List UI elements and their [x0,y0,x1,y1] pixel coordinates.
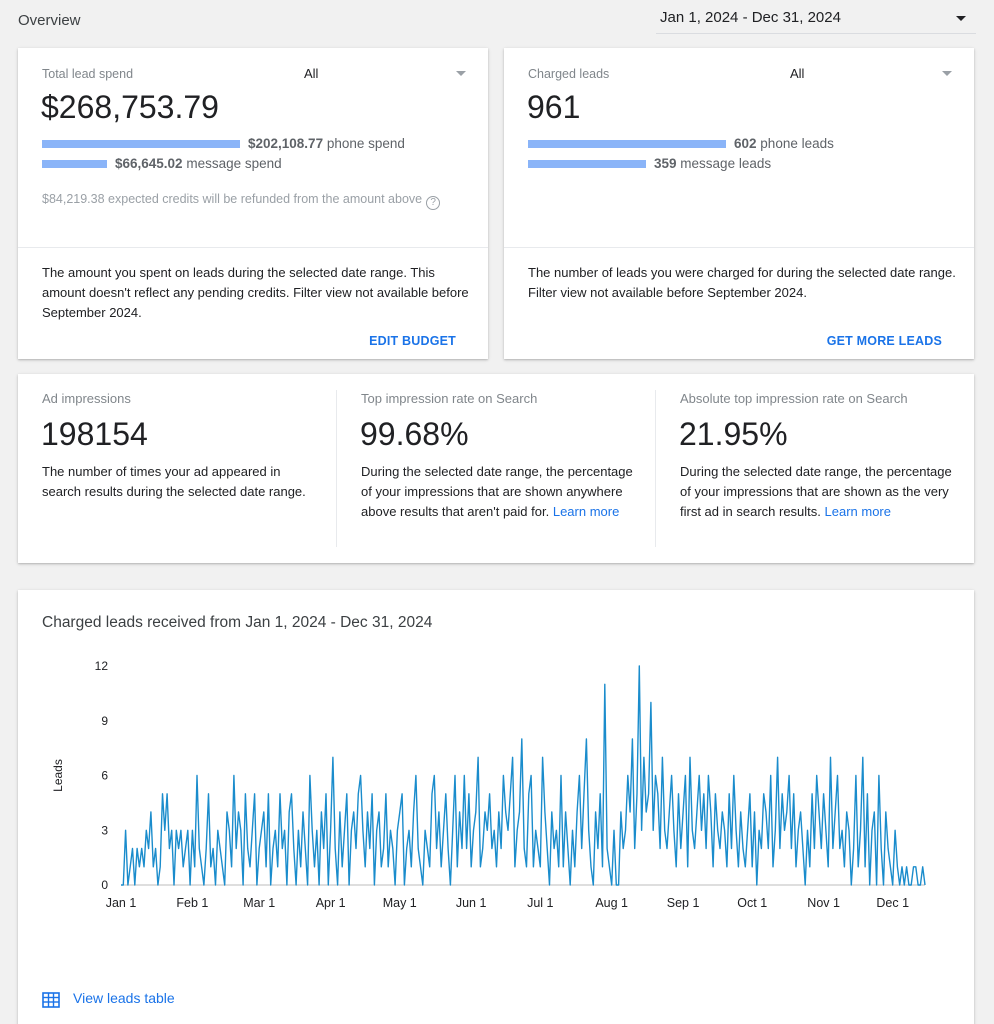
card-divider [18,247,488,248]
charged-leads-description: The number of leads you were charged for… [528,265,956,300]
message-spend-amount: $66,645.02 [115,156,183,171]
phone-spend-amount: $202,108.77 [248,136,324,151]
learn-more-link[interactable]: Learn more [824,504,891,519]
metric-description: During the selected date range, the perc… [361,462,641,522]
lead-spend-total: $268,753.79 [41,89,219,125]
x-tick-label: Oct 1 [737,896,767,910]
metric-description-text: During the selected date range, the perc… [680,464,952,519]
phone-leads-bar [528,140,726,148]
metric-label: Ad impressions [42,391,131,406]
charged-leads-chart-card: Charged leads received from Jan 1, 2024 … [18,590,974,1024]
view-leads-table-link[interactable]: View leads table [73,990,175,1006]
chevron-down-icon [942,71,952,76]
leads-filter-dropdown[interactable]: All [790,66,960,84]
y-axis-label: Leads [51,759,65,792]
charged-leads-card: Charged leads All 961 602 phone leads 35… [504,48,974,359]
credits-note: $84,219.38 expected credits will be refu… [42,192,441,210]
charged-leads-line-chart: 0 3 6 9 12 Leads Jan 1 Feb 1 Mar 1 Apr 1 May 1 Jun … [51,659,926,910]
x-tick-label: Sep 1 [667,896,700,910]
impression-metric-top-rate: Top impression rate on Search 99.68% Dur… [360,374,651,563]
x-tick-label: Jun 1 [456,896,487,910]
y-tick-label: 9 [101,714,108,728]
chevron-down-icon [456,71,466,76]
message-leads-text: 359 message leads [654,156,771,171]
message-leads-suffix: message leads [680,156,772,171]
metric-value: 99.68% [360,416,469,452]
x-tick-label: Apr 1 [316,896,346,910]
chart-title: Charged leads received from Jan 1, 2024 … [42,614,433,631]
card-divider [504,247,974,248]
charged-leads-total: 961 [527,89,581,125]
spend-filter-dropdown[interactable]: All [304,66,474,84]
phone-leads-suffix: phone leads [760,136,834,151]
x-tick-label: Mar 1 [243,896,275,910]
credits-note-text: $84,219.38 expected credits will be refu… [42,192,423,206]
spend-filter-value: All [304,66,319,81]
phone-spend-text: $202,108.77 phone spend [248,136,405,151]
x-tick-label: Aug 1 [595,896,628,910]
x-tick-label: Nov 1 [807,896,840,910]
metric-value: 21.95% [679,416,788,452]
metric-divider [655,390,656,547]
metric-description: The number of times your ad appeared in … [42,462,322,502]
leads-filter-value: All [790,66,805,81]
x-tick-label: May 1 [383,896,417,910]
phone-leads-amount: 602 [734,136,757,151]
y-tick-label: 0 [101,878,108,892]
date-range-value: Jan 1, 2024 - Dec 31, 2024 [660,9,841,26]
impression-metric-ad-impressions: Ad impressions 198154 The number of time… [41,374,332,563]
phone-leads-text: 602 phone leads [734,136,834,151]
impression-metric-absolute-top-rate: Absolute top impression rate on Search 2… [679,374,960,563]
impressions-card: Ad impressions 198154 The number of time… [18,374,974,563]
metric-description-text: During the selected date range, the perc… [361,464,633,519]
x-tick-label: Dec 1 [876,896,909,910]
metric-divider [336,390,337,547]
y-tick-label: 3 [101,823,108,837]
metric-value: 198154 [41,416,148,452]
get-more-leads-button[interactable]: GET MORE LEADS [826,334,942,348]
message-leads-amount: 359 [654,156,677,171]
message-spend-bar [42,160,107,168]
message-spend-suffix: message spend [186,156,282,171]
message-leads-bar [528,160,646,168]
metric-label: Absolute top impression rate on Search [680,391,908,406]
learn-more-link[interactable]: Learn more [552,504,620,519]
phone-spend-suffix: phone spend [326,136,405,151]
x-tick-label: Feb 1 [176,896,208,910]
message-spend-text: $66,645.02 message spend [115,156,282,171]
metric-description-text: The number of times your ad appeared in … [42,464,306,499]
help-icon[interactable]: ? [426,196,441,210]
edit-budget-button[interactable]: EDIT BUDGET [369,334,456,348]
lead-spend-card: Total lead spend All $268,753.79 $202,10… [18,48,488,359]
page-title: Overview [18,12,81,29]
table-icon[interactable] [42,992,60,1008]
metric-label: Top impression rate on Search [361,391,538,406]
phone-spend-bar [42,140,240,148]
metric-description: During the selected date range, the perc… [680,462,952,522]
leads-series-line [121,665,926,886]
lead-spend-description: The amount you spent on leads during the… [42,265,469,320]
y-tick-label: 6 [101,769,108,783]
x-tick-label: Jan 1 [106,896,137,910]
y-tick-label: 12 [95,659,109,673]
x-tick-label: Jul 1 [527,896,553,910]
date-range-selector[interactable]: Jan 1, 2024 - Dec 31, 2024 [656,4,976,34]
page-header: Overview Jan 1, 2024 - Dec 31, 2024 [0,0,994,44]
lead-spend-label: Total lead spend [42,67,134,81]
chevron-down-icon [956,16,966,21]
charged-leads-label: Charged leads [528,67,610,81]
